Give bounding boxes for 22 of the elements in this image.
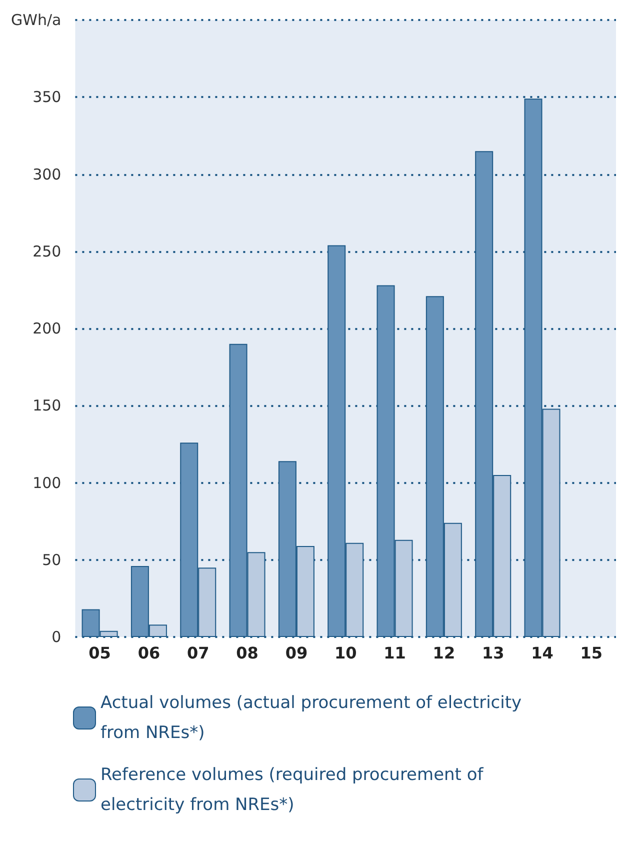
y-tick-label: 300 <box>32 165 62 184</box>
x-tick-label: 15 <box>580 644 603 662</box>
x-tick-label: 13 <box>482 644 504 662</box>
y-tick-label: 200 <box>32 320 62 338</box>
y-tick-label: 150 <box>32 396 62 415</box>
y-tick-label: 0 <box>52 628 62 646</box>
x-tick-label: 12 <box>432 644 456 662</box>
x-tick-label: 07 <box>186 644 210 662</box>
x-tick-label: 14 <box>531 644 554 662</box>
y-tick-label: 50 <box>42 550 62 569</box>
y-tick-label: GWh/a <box>10 11 62 29</box>
legend-label: Reference volumes (required procurement of electricity from NREs*) <box>100 765 489 815</box>
x-tick-label: 06 <box>138 644 160 662</box>
x-tick-label: 09 <box>285 644 308 662</box>
x-tick-label: 08 <box>236 644 258 662</box>
x-tick-label: 10 <box>334 644 357 662</box>
legend-label: Actual volumes (actual procurement of electricity from NREs*) <box>100 693 528 743</box>
x-tick-label: 05 <box>88 644 111 662</box>
x-tick-label: 11 <box>384 644 406 662</box>
y-tick-label: 350 <box>32 88 62 106</box>
y-tick-label: 250 <box>32 242 62 260</box>
y-tick-label: 100 <box>32 474 62 492</box>
